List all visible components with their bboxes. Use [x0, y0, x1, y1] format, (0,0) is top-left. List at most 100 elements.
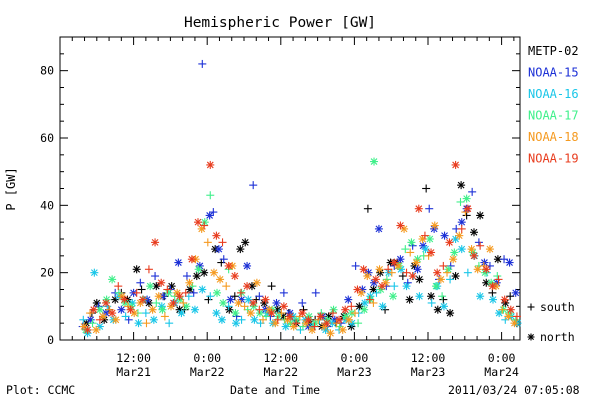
south-marker	[310, 322, 319, 331]
north-marker	[457, 218, 466, 227]
south-marker	[384, 265, 393, 274]
north-marker	[493, 255, 502, 264]
north-marker	[108, 275, 117, 284]
north-marker	[335, 315, 344, 324]
north-marker	[427, 248, 436, 257]
south-marker	[438, 292, 447, 301]
north-marker	[198, 285, 207, 294]
south-marker	[200, 221, 209, 230]
north-marker	[415, 275, 424, 284]
north-marker	[174, 258, 183, 267]
north-marker	[495, 309, 504, 318]
marker-legend-label: north	[540, 330, 575, 344]
y-tick-label: 40	[40, 198, 54, 212]
south-marker	[163, 285, 172, 294]
north-marker	[316, 312, 325, 321]
north-marker	[200, 268, 209, 277]
north-marker	[320, 322, 329, 331]
south-marker	[476, 241, 485, 250]
south-marker	[136, 278, 145, 287]
north-marker	[232, 319, 241, 328]
north-marker	[219, 298, 228, 307]
north-marker	[393, 261, 402, 270]
south-marker	[218, 238, 227, 247]
south-marker	[406, 248, 415, 257]
north-marker-symbol	[527, 333, 535, 341]
plot-border	[59, 36, 521, 341]
south-marker	[443, 268, 452, 277]
north-marker	[421, 245, 430, 254]
x-tick-time-label: 12:00	[116, 351, 151, 365]
south-marker	[474, 238, 483, 247]
south-marker	[354, 319, 363, 328]
south-marker	[152, 298, 161, 307]
north-marker	[457, 245, 466, 254]
north-marker	[473, 265, 482, 274]
north-marker	[396, 255, 405, 264]
y-tick-label: 60	[40, 131, 54, 145]
south-marker	[512, 312, 521, 321]
south-marker	[372, 288, 381, 297]
south-marker	[249, 181, 258, 190]
south-marker	[144, 265, 153, 274]
north-marker	[244, 295, 253, 304]
data-markers	[78, 59, 522, 338]
south-marker	[446, 275, 455, 284]
north-marker	[371, 275, 380, 284]
north-marker	[154, 292, 163, 301]
south-marker	[267, 282, 276, 291]
north-marker	[450, 248, 459, 257]
north-marker	[234, 298, 243, 307]
north-marker	[281, 322, 290, 331]
legend-entry: NOAA-16	[528, 87, 579, 101]
north-marker	[175, 292, 184, 301]
legend-entry: METP-02	[528, 44, 579, 58]
north-marker	[120, 295, 129, 304]
south-marker	[369, 298, 378, 307]
south-marker	[279, 288, 288, 297]
north-marker	[230, 272, 239, 281]
north-marker	[224, 261, 233, 270]
north-marker	[214, 245, 223, 254]
south-marker	[179, 298, 188, 307]
south-marker	[365, 295, 374, 304]
north-marker	[505, 258, 514, 267]
north-marker	[279, 302, 288, 311]
north-marker	[206, 160, 215, 169]
x-tick-date-label: Mar22	[190, 365, 225, 379]
north-marker	[194, 265, 203, 274]
north-marker	[148, 305, 157, 314]
x-tick-time-label: 12:00	[411, 351, 446, 365]
north-marker	[200, 218, 209, 227]
north-marker	[249, 298, 258, 307]
south-marker	[132, 288, 141, 297]
south-marker	[468, 187, 477, 196]
marker-legend-label: south	[540, 300, 575, 314]
y-axis-label: P [GW]	[4, 167, 18, 210]
north-marker	[457, 181, 466, 190]
plot-frame	[59, 36, 521, 341]
north-marker	[378, 302, 387, 311]
north-marker	[364, 268, 373, 277]
south-marker	[224, 302, 233, 311]
legend-entry: NOAA-19	[528, 152, 579, 166]
north-marker	[374, 224, 383, 233]
north-marker	[86, 315, 95, 324]
south-marker	[206, 292, 215, 301]
north-marker	[231, 309, 240, 318]
south-marker	[500, 255, 509, 264]
south-marker	[222, 282, 231, 291]
north-marker	[470, 251, 478, 260]
north-marker	[439, 302, 448, 311]
south-marker	[86, 309, 95, 318]
north-marker	[344, 295, 353, 304]
north-marker	[414, 204, 423, 213]
south-marker	[142, 319, 151, 328]
legend-entry: NOAA-17	[528, 109, 579, 123]
north-marker	[146, 282, 155, 291]
north-marker	[169, 298, 178, 307]
north-marker	[108, 309, 117, 318]
north-marker	[328, 319, 337, 328]
north-marker	[451, 160, 460, 169]
south-marker	[425, 204, 434, 213]
